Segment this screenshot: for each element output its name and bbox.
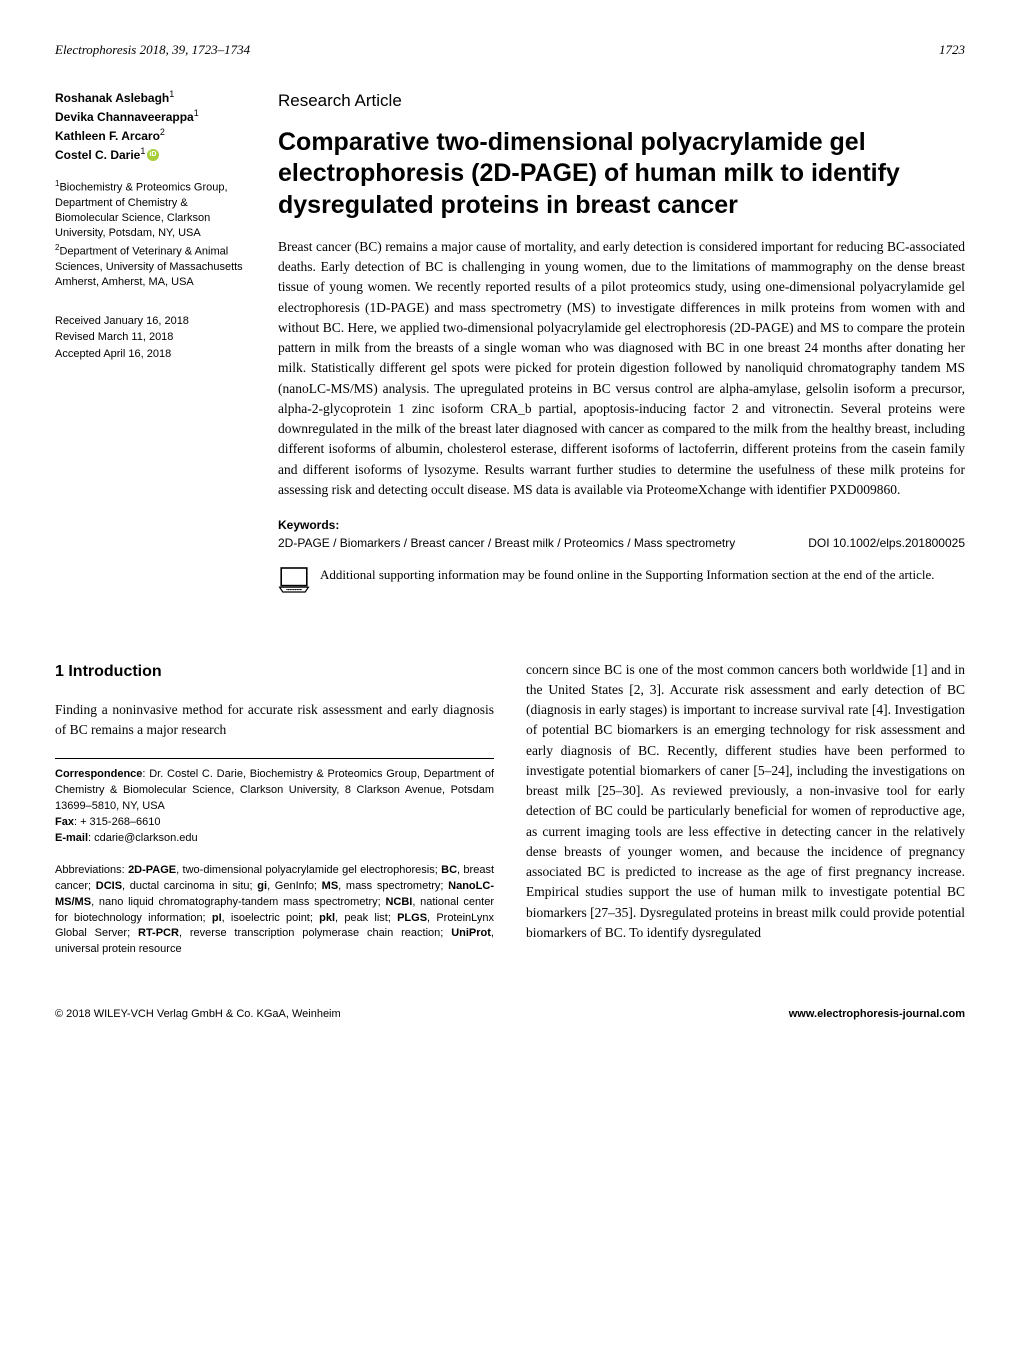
accepted-date: Accepted April 16, 2018 [55,346,250,363]
keywords-line: 2D-PAGE / Biomarkers / Breast cancer / B… [278,534,965,552]
affiliation: 2Department of Veterinary & Animal Scien… [55,242,250,291]
intro-paragraph-1: Finding a noninvasive method for accurat… [55,700,494,741]
abbreviations-label: Abbreviations: [55,864,128,876]
body-two-column: 1 Introduction Finding a noninvasive met… [55,660,965,959]
header-grid: Roshanak Aslebagh1 Devika Channaveerappa… [55,88,965,600]
page-number: 1723 [939,40,965,60]
email-line: E-mail: cdarie@clarkson.edu [55,831,494,847]
author: Roshanak Aslebagh1 [55,88,250,107]
abstract: Breast cancer (BC) remains a major cause… [278,237,965,500]
section-heading-introduction: 1 Introduction [55,660,494,684]
affiliation: 1Biochemistry & Proteomics Group, Depart… [55,178,250,242]
journal-url: www.electrophoresis-journal.com [789,1006,965,1023]
abbreviations-block: Abbreviations: 2D-PAGE, two-dimensional … [55,863,494,959]
journal-reference: Electrophoresis 2018, 39, 1723–1734 [55,40,250,60]
keywords-heading: Keywords: [278,516,965,534]
fax-line: Fax: + 315-268–6610 [55,815,494,831]
abbreviations-text: 2D-PAGE, two-dimensional polyacrylamide … [55,864,494,956]
doi: DOI 10.1002/elps.201800025 [808,534,965,552]
article-dates: Received January 16, 2018 Revised March … [55,313,250,363]
copyright-text: © 2018 WILEY-VCH Verlag GmbH & Co. KGaA,… [55,1006,341,1023]
author: Devika Channaveerappa1 [55,107,250,126]
received-date: Received January 16, 2018 [55,313,250,330]
intro-paragraph-2: concern since BC is one of the most comm… [526,660,965,944]
supporting-info-text: Additional supporting information may be… [320,566,934,584]
author: Kathleen F. Arcaro2 [55,126,250,145]
page-footer: © 2018 WILEY-VCH Verlag GmbH & Co. KGaA,… [55,1006,965,1023]
author: Costel C. Darie1 [55,145,250,164]
title-column: Research Article Comparative two-dimensi… [278,88,965,600]
article-type: Research Article [278,88,965,114]
correspondence-block: Correspondence: Dr. Costel C. Darie, Bio… [55,758,494,847]
correspondence-line: Correspondence: Dr. Costel C. Darie, Bio… [55,767,494,815]
keywords-text: 2D-PAGE / Biomarkers / Breast cancer / B… [278,536,735,550]
affiliation-list: 1Biochemistry & Proteomics Group, Depart… [55,178,250,291]
running-header: Electrophoresis 2018, 39, 1723–1734 1723 [55,40,965,60]
revised-date: Revised March 11, 2018 [55,329,250,346]
article-title: Comparative two-dimensional polyacrylami… [278,127,965,221]
supporting-info-icon [278,566,310,600]
author-list: Roshanak Aslebagh1 Devika Channaveerappa… [55,88,250,164]
supporting-info-row: Additional supporting information may be… [278,566,965,600]
sidebar-column: Roshanak Aslebagh1 Devika Channaveerappa… [55,88,250,600]
orcid-icon [147,149,159,161]
